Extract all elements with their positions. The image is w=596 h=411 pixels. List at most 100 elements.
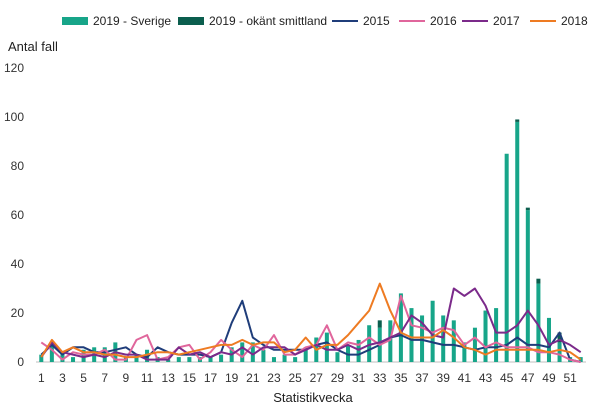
bar-2019-sverige-week-40: [451, 320, 456, 362]
series-lines: [40, 282, 582, 363]
x-tick-label: 17: [204, 371, 218, 385]
x-tick-label: 23: [267, 371, 281, 385]
bar-2019-sverige-week-36: [409, 308, 414, 362]
x-axis-label: Statistikvecka: [273, 390, 353, 405]
bar-2019-sverige-week-39: [441, 315, 446, 362]
bar-2019-sverige-week-26: [303, 347, 308, 362]
x-tick-label: 49: [542, 371, 556, 385]
bar-2019-sverige-week-10: [134, 354, 139, 362]
bar-2019-sverige-week-44: [494, 308, 499, 362]
x-tick-label: 51: [563, 371, 577, 385]
bar-2019-sverige-week-25: [293, 357, 298, 362]
x-tick-label: 13: [162, 371, 176, 385]
bar-2019-sverige-week-23: [271, 357, 276, 362]
x-tick-label: 29: [331, 371, 345, 385]
x-tick-label: 15: [183, 371, 197, 385]
legend-swatch: [62, 17, 88, 25]
bar-2019-sverige-week-43: [483, 310, 488, 362]
bar-2019-sverige-week-3: [60, 352, 65, 362]
bar-2019-ok-nt-smittland-week-48: [536, 278, 541, 284]
bar-2019-ok-nt-smittland-week-33: [377, 320, 382, 328]
bar-2019-sverige-week-18: [219, 354, 224, 362]
y-tick-label: 80: [11, 159, 25, 173]
legend-label: 2015: [363, 14, 390, 28]
legend-label: 2017: [493, 14, 520, 28]
bar-2019-sverige-week-38: [430, 300, 435, 362]
bar-2019-sverige-week-37: [420, 315, 425, 362]
bar-2019-sverige-week-2: [49, 342, 54, 362]
x-tick-label: 9: [123, 371, 130, 385]
x-tick-label: 19: [225, 371, 239, 385]
bar-2019-sverige-week-45: [504, 153, 509, 362]
legend-item-2019-ok-nt-smittland: 2019 - okänt smittland: [178, 14, 327, 28]
bar-2019-sverige-week-30: [346, 344, 351, 362]
x-tick-labels: 1 3 5 7 9 11 13 15 17 19 21 23 25 27 29 31 33 35 37 39 41 43 4…: [38, 371, 577, 385]
bar-2019-sverige-week-13: [166, 359, 171, 362]
x-tick-label: 21: [246, 371, 260, 385]
y-tick-label: 20: [11, 306, 25, 320]
bar-2019-sverige-week-46: [515, 121, 520, 363]
y-tick-labels: 0 20 40 60 80 100 120: [4, 61, 24, 369]
bar-2019-ok-nt-smittland-week-46: [515, 119, 520, 122]
line-2016: [40, 294, 581, 363]
bar-2019-sverige-week-34: [388, 320, 393, 362]
y-tick-label: 120: [4, 61, 24, 75]
bar-2019-sverige-week-5: [81, 349, 86, 362]
bar-2019-sverige-week-17: [208, 357, 213, 362]
bars: [39, 119, 583, 363]
y-axis-label: Antal fall: [8, 39, 58, 54]
x-tick-label: 47: [521, 371, 535, 385]
x-tick-label: 45: [500, 371, 514, 385]
x-tick-label: 5: [80, 371, 87, 385]
x-tick-label: 31: [352, 371, 366, 385]
x-tick-label: 35: [394, 371, 408, 385]
legend-item-2016: 2016: [399, 14, 457, 28]
bar-2019-sverige-week-22: [261, 349, 266, 362]
x-tick-label: 1: [38, 371, 45, 385]
bar-2019-sverige-week-48: [536, 283, 541, 362]
x-tick-label: 39: [437, 371, 451, 385]
x-tick-label: 41: [458, 371, 472, 385]
bar-2019-ok-nt-smittland-week-50: [557, 332, 562, 343]
bar-2019-sverige-week-49: [546, 317, 551, 362]
x-tick-label: 3: [59, 371, 66, 385]
line-2018: [40, 282, 582, 361]
bar-2019-sverige-week-15: [187, 357, 192, 362]
legend-swatch: [178, 17, 204, 25]
bar-2019-sverige-week-35: [398, 293, 403, 362]
bar-2019-sverige-week-24: [282, 354, 287, 362]
legend-item-2018: 2018: [530, 14, 588, 28]
bar-2019-sverige-week-47: [525, 210, 530, 362]
legend: 2019 - Sverige 2019 - okänt smittland 2015…: [62, 14, 588, 28]
bar-2019-sverige-week-32: [367, 325, 372, 362]
y-tick-label: 60: [11, 208, 25, 222]
x-tick-label: 33: [373, 371, 387, 385]
x-tick-label: 27: [310, 371, 324, 385]
legend-item-2015: 2015: [332, 14, 390, 28]
bar-2019-sverige-week-50: [557, 342, 562, 362]
x-tick-label: 43: [479, 371, 493, 385]
bar-2019-sverige-week-4: [71, 357, 76, 362]
legend-item-2019-sverige: 2019 - Sverige: [62, 14, 171, 28]
bar-2019-ok-nt-smittland-week-47: [525, 207, 530, 211]
y-tick-label: 100: [4, 110, 24, 124]
legend-label: 2019 - okänt smittland: [209, 14, 327, 28]
bar-2019-sverige-week-29: [335, 352, 340, 362]
legend-label: 2016: [430, 14, 457, 28]
x-tick-label: 37: [415, 371, 429, 385]
bar-2019-sverige-week-28: [324, 332, 329, 362]
x-tick-label: 7: [101, 371, 108, 385]
legend-label: 2018: [561, 14, 588, 28]
legend-item-2017: 2017: [462, 14, 520, 28]
bar-2019-sverige-week-21: [250, 342, 255, 362]
bar-2019-sverige-week-1: [39, 354, 44, 362]
bar-2019-sverige-week-41: [462, 342, 467, 362]
y-tick-label: 0: [17, 355, 24, 369]
bar-2019-sverige-week-14: [176, 357, 181, 362]
y-tick-label: 40: [11, 257, 25, 271]
bar-2019-sverige-week-20: [240, 342, 245, 362]
bar-2019-sverige-week-42: [472, 327, 477, 362]
bar-2019-sverige-week-31: [356, 339, 361, 362]
x-tick-label: 25: [288, 371, 302, 385]
